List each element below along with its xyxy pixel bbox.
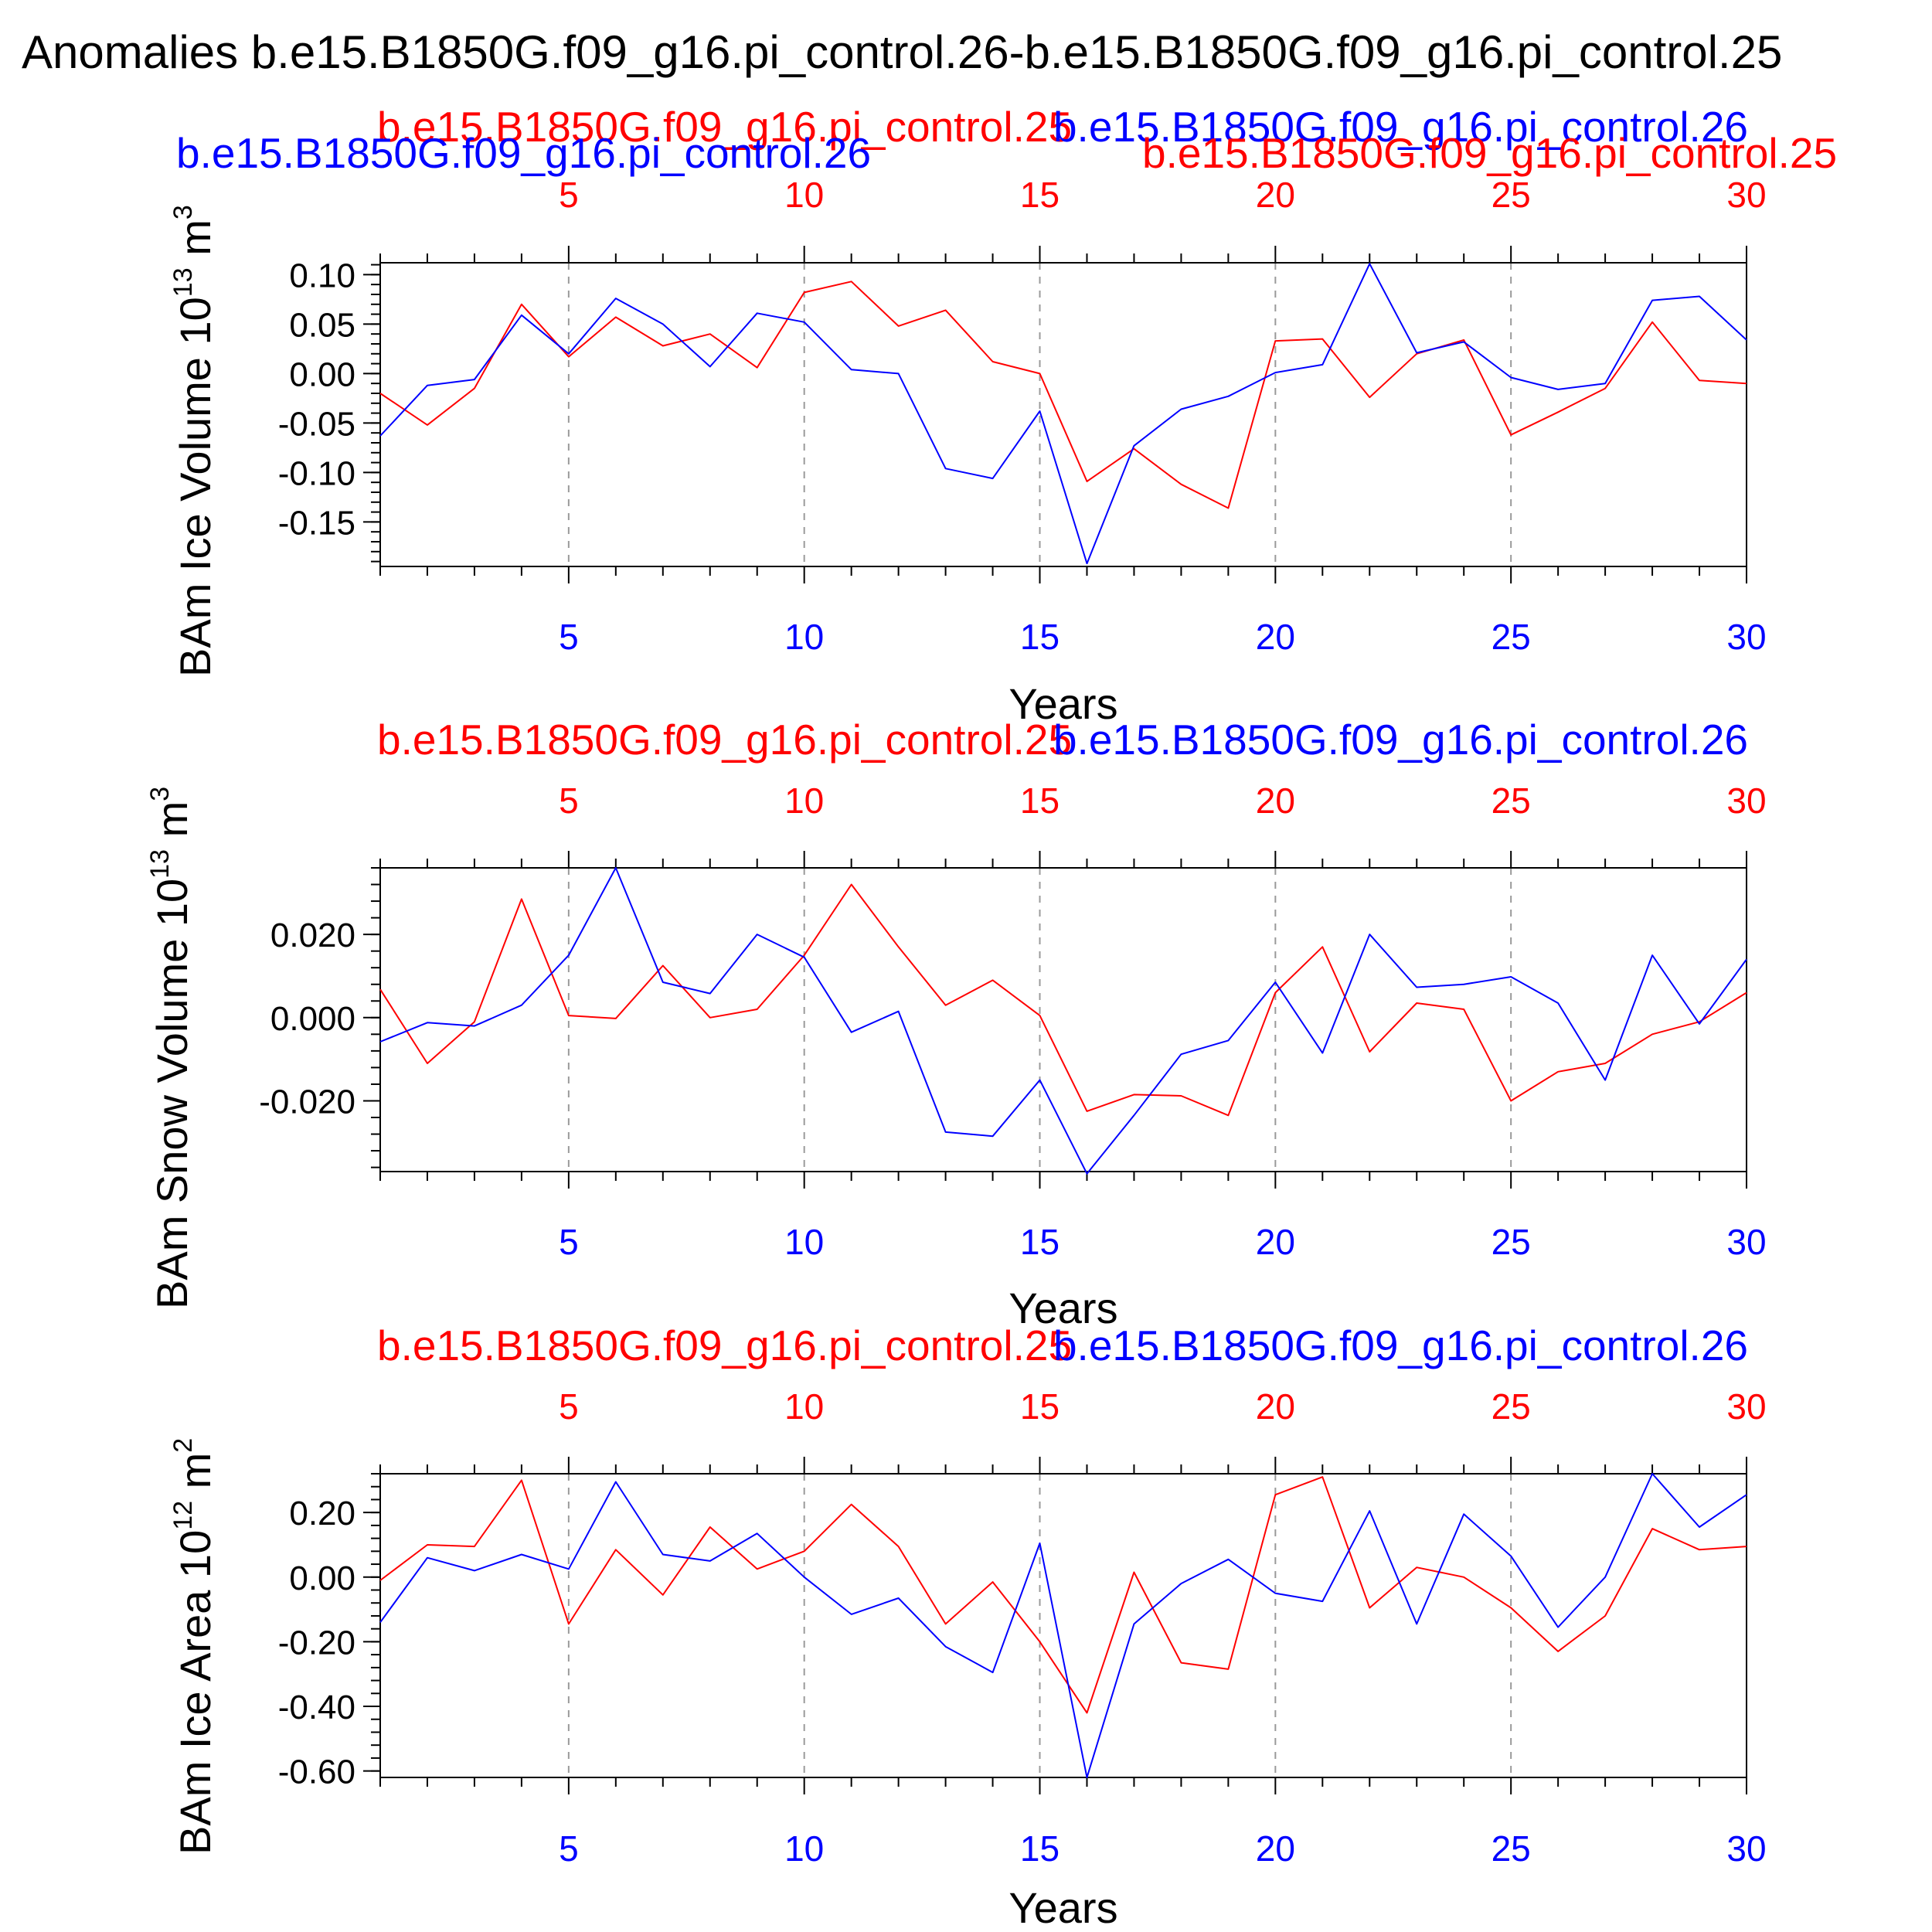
plot-frame [379,867,1747,1172]
left-series-blue-label: b.e15.B1850G.f09_g16.pi_control.26 [176,129,871,177]
plot-area: 5 5 10 10 15 15 20 20 25 25 30 30 0.20 0.00 -0.20 -0.40… [278,1386,1767,1869]
y-tick-label: 0.00 [289,355,355,393]
x-tick-label: 20 [1256,1222,1295,1262]
series-line-control-26 [379,867,1747,1175]
plot-frame [379,262,1747,567]
snow-volume-panel: b.e15.B1850G.f09_g16.pi_control.25 b.e15… [145,716,1767,1332]
y-tick-label: -0.15 [278,504,355,542]
y-tick-label: -0.05 [278,405,355,443]
x-top-tick-label: 20 [1256,1386,1295,1427]
x-top-tick-label: 20 [1256,175,1295,215]
x-tick-label: 25 [1492,1222,1531,1262]
x-top-tick-label: 30 [1726,175,1766,215]
y-tick-label: 0.000 [270,1000,355,1038]
plot-frame [379,1473,1747,1778]
x-top-tick-label: 15 [1020,781,1060,821]
x-tick-label: 30 [1726,617,1766,657]
series-line-control-25 [379,1476,1747,1714]
y-tick-label: -0.10 [278,454,355,492]
x-top-tick-label: 5 [559,175,579,215]
y-axis-label: BAm Ice Volume 1013 m3 [168,205,219,677]
x-axis-label: Years [1009,1284,1117,1332]
y-tick-label: -0.20 [278,1624,355,1662]
x-tick-label: 15 [1020,1222,1060,1262]
x-top-tick-label: 30 [1726,781,1766,821]
x-tick-label: 10 [784,1828,824,1869]
x-top-tick-label: 15 [1020,175,1060,215]
top-series-red-label: b.e15.B1850G.f09_g16.pi_control.25 [377,103,1072,151]
top-series-blue-label: b.e15.B1850G.f09_g16.pi_control.26 [1053,103,1748,151]
x-tick-label: 20 [1256,617,1295,657]
x-top-tick-label: 25 [1492,1386,1531,1427]
series-line-control-26 [379,263,1747,565]
x-top-tick-label: 5 [559,781,579,821]
x-top-tick-label: 10 [784,1386,824,1427]
x-top-tick-label: 25 [1492,781,1531,821]
y-tick-label: 0.020 [270,917,355,954]
series-line-control-25 [379,883,1747,1117]
x-top-tick-label: 10 [784,781,824,821]
x-tick-label: 5 [559,617,579,657]
y-tick-label: -0.40 [278,1689,355,1726]
x-top-tick-label: 25 [1492,175,1531,215]
x-top-tick-label: 15 [1020,1386,1060,1427]
top-series-red-label: b.e15.B1850G.f09_g16.pi_control.25 [377,1321,1072,1369]
y-tick-label: 0.10 [289,257,355,294]
plot-area: 5 5 10 10 15 15 20 20 25 25 30 30 0.10 0.05 0.00 -0.05 -… [278,175,1767,657]
y-tick-label: -0.60 [278,1753,355,1791]
x-tick-label: 10 [784,1222,824,1262]
right-series-red-label: b.e15.B1850G.f09_g16.pi_control.25 [1142,129,1837,177]
x-tick-label: 10 [784,617,824,657]
x-top-tick-label: 30 [1726,1386,1766,1427]
x-top-tick-label: 10 [784,175,824,215]
y-axis-label: BAm Snow Volume 1013 m3 [145,787,196,1309]
top-series-red-label: b.e15.B1850G.f09_g16.pi_control.25 [377,716,1072,764]
x-tick-label: 30 [1726,1828,1766,1869]
y-tick-label: 0.20 [289,1495,355,1532]
y-axis-label: BAm Ice Area 1012 m2 [168,1438,219,1855]
top-series-blue-label: b.e15.B1850G.f09_g16.pi_control.26 [1053,716,1748,764]
x-top-tick-label: 5 [559,1386,579,1427]
x-tick-label: 5 [559,1828,579,1869]
x-tick-label: 20 [1256,1828,1295,1869]
x-tick-label: 15 [1020,1828,1060,1869]
ice-volume-panel: b.e15.B1850G.f09_g16.pi_control.25 b.e15… [168,103,1837,728]
x-tick-label: 25 [1492,1828,1531,1869]
x-tick-label: 30 [1726,1222,1766,1262]
x-tick-label: 5 [559,1222,579,1262]
plot-area: 5 5 10 10 15 15 20 20 25 25 30 30 0.020 0.000 -0.020 [259,781,1766,1262]
series-line-control-26 [379,1473,1747,1778]
x-top-tick-label: 20 [1256,781,1295,821]
figure-title: Anomalies b.e15.B1850G.f09_g16.pi_contro… [22,26,1782,78]
y-tick-label: 0.00 [289,1560,355,1597]
x-axis-label: Years [1009,1883,1117,1932]
y-tick-label: 0.05 [289,306,355,344]
y-tick-label: -0.020 [259,1083,355,1121]
x-axis-label: Years [1009,679,1117,728]
x-tick-label: 25 [1492,617,1531,657]
x-tick-label: 15 [1020,617,1060,657]
ice-area-panel: b.e15.B1850G.f09_g16.pi_control.25 b.e15… [168,1321,1767,1932]
top-series-blue-label: b.e15.B1850G.f09_g16.pi_control.26 [1053,1321,1748,1369]
series-line-control-25 [379,281,1747,509]
